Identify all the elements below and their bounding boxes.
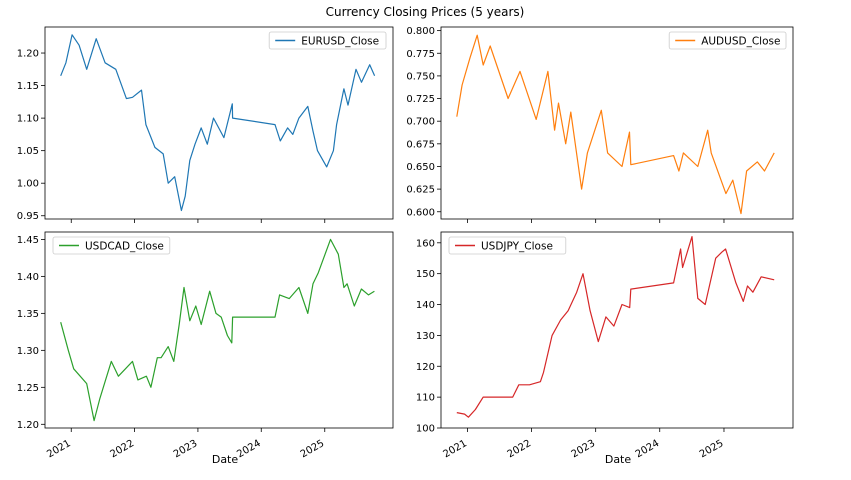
y-tick-label: 0.725 xyxy=(406,94,435,105)
series-line xyxy=(456,34,775,215)
x-tick-label: 2025 xyxy=(299,438,327,460)
subplot-usdjpy: 100 110 120 130 140 150 160 2021 2022 2023 2024 202… xyxy=(416,231,794,460)
y-tick-label: 1.35 xyxy=(17,309,39,320)
y-tick-label: 0.800 xyxy=(406,26,435,37)
y-tick-label: 130 xyxy=(416,331,435,342)
legend-label: USDCAD_Close xyxy=(85,241,164,253)
y-tick-label: 140 xyxy=(416,300,435,311)
legend-box xyxy=(448,236,567,255)
y-tick-label: 1.15 xyxy=(17,81,39,92)
y-tick-label: 1.05 xyxy=(17,146,39,157)
y-tick-label: 0.600 xyxy=(406,207,435,218)
subplot-usdcad: 1.20 1.25 1.30 1.35 1.40 1.45 2021 2022 2023 2024… xyxy=(17,231,394,460)
y-tick-label: 1.45 xyxy=(17,235,39,246)
y-tick-label: 1.20 xyxy=(17,49,39,60)
x-tick-label: 2024 xyxy=(634,438,662,460)
x-tick-label: 2024 xyxy=(235,438,263,460)
y-tick-label: 0.650 xyxy=(406,162,435,173)
legend-label: USDJPY_Close xyxy=(481,241,553,253)
y-tick-label: 1.40 xyxy=(17,272,39,283)
legend-label: AUDUSD_Close xyxy=(701,36,780,48)
axes-frame xyxy=(44,26,394,220)
x-tick-label: 2023 xyxy=(570,438,598,460)
axes-frame xyxy=(440,231,794,429)
y-tick-label: 0.775 xyxy=(406,49,435,60)
y-tick-label: 110 xyxy=(416,393,435,404)
axes-frame xyxy=(440,26,794,220)
y-tick-label: 150 xyxy=(416,269,435,280)
legend-box xyxy=(668,31,787,50)
y-tick-label: 1.10 xyxy=(17,114,39,125)
legend-box xyxy=(52,236,171,255)
series-line xyxy=(60,238,375,422)
y-tick-label: 1.25 xyxy=(17,383,39,394)
series-line xyxy=(60,34,376,212)
x-tick-label: 2021 xyxy=(442,438,470,460)
legend-box xyxy=(268,31,387,50)
y-tick-label: 1.30 xyxy=(17,346,39,357)
x-axis-label-left: Date xyxy=(212,453,239,466)
y-tick-label: 100 xyxy=(416,424,435,435)
x-axis-label-right: Date xyxy=(605,453,632,466)
y-tick-label: 1.20 xyxy=(17,420,39,431)
figure-title: Currency Closing Prices (5 years) xyxy=(326,5,525,19)
y-tick-label: 160 xyxy=(416,238,435,249)
x-tick-label: 2025 xyxy=(698,438,726,460)
y-tick-label: 0.750 xyxy=(406,71,435,82)
axes-frame xyxy=(44,231,394,429)
y-tick-label: 0.675 xyxy=(406,139,435,150)
series-line xyxy=(456,236,775,418)
x-tick-label: 2023 xyxy=(172,438,200,460)
subplot-audusd: 0.600 0.625 0.650 0.675 0.700 0.725 0.750 0.775… xyxy=(406,26,794,223)
y-tick-label: 1.00 xyxy=(17,179,39,190)
legend-label: EURUSD_Close xyxy=(301,36,379,48)
y-tick-label: 0.700 xyxy=(406,117,435,128)
x-tick-label: 2021 xyxy=(45,438,73,460)
y-tick-label: 0.625 xyxy=(406,185,435,196)
y-tick-label: 120 xyxy=(416,362,435,373)
subplot-eurusd: 0.95 1.00 1.05 1.10 1.15 1.20 EURUSD_Close xyxy=(17,26,394,223)
x-tick-label: 2022 xyxy=(506,438,534,460)
x-tick-label: 2022 xyxy=(109,438,137,460)
y-tick-label: 0.95 xyxy=(17,211,39,222)
